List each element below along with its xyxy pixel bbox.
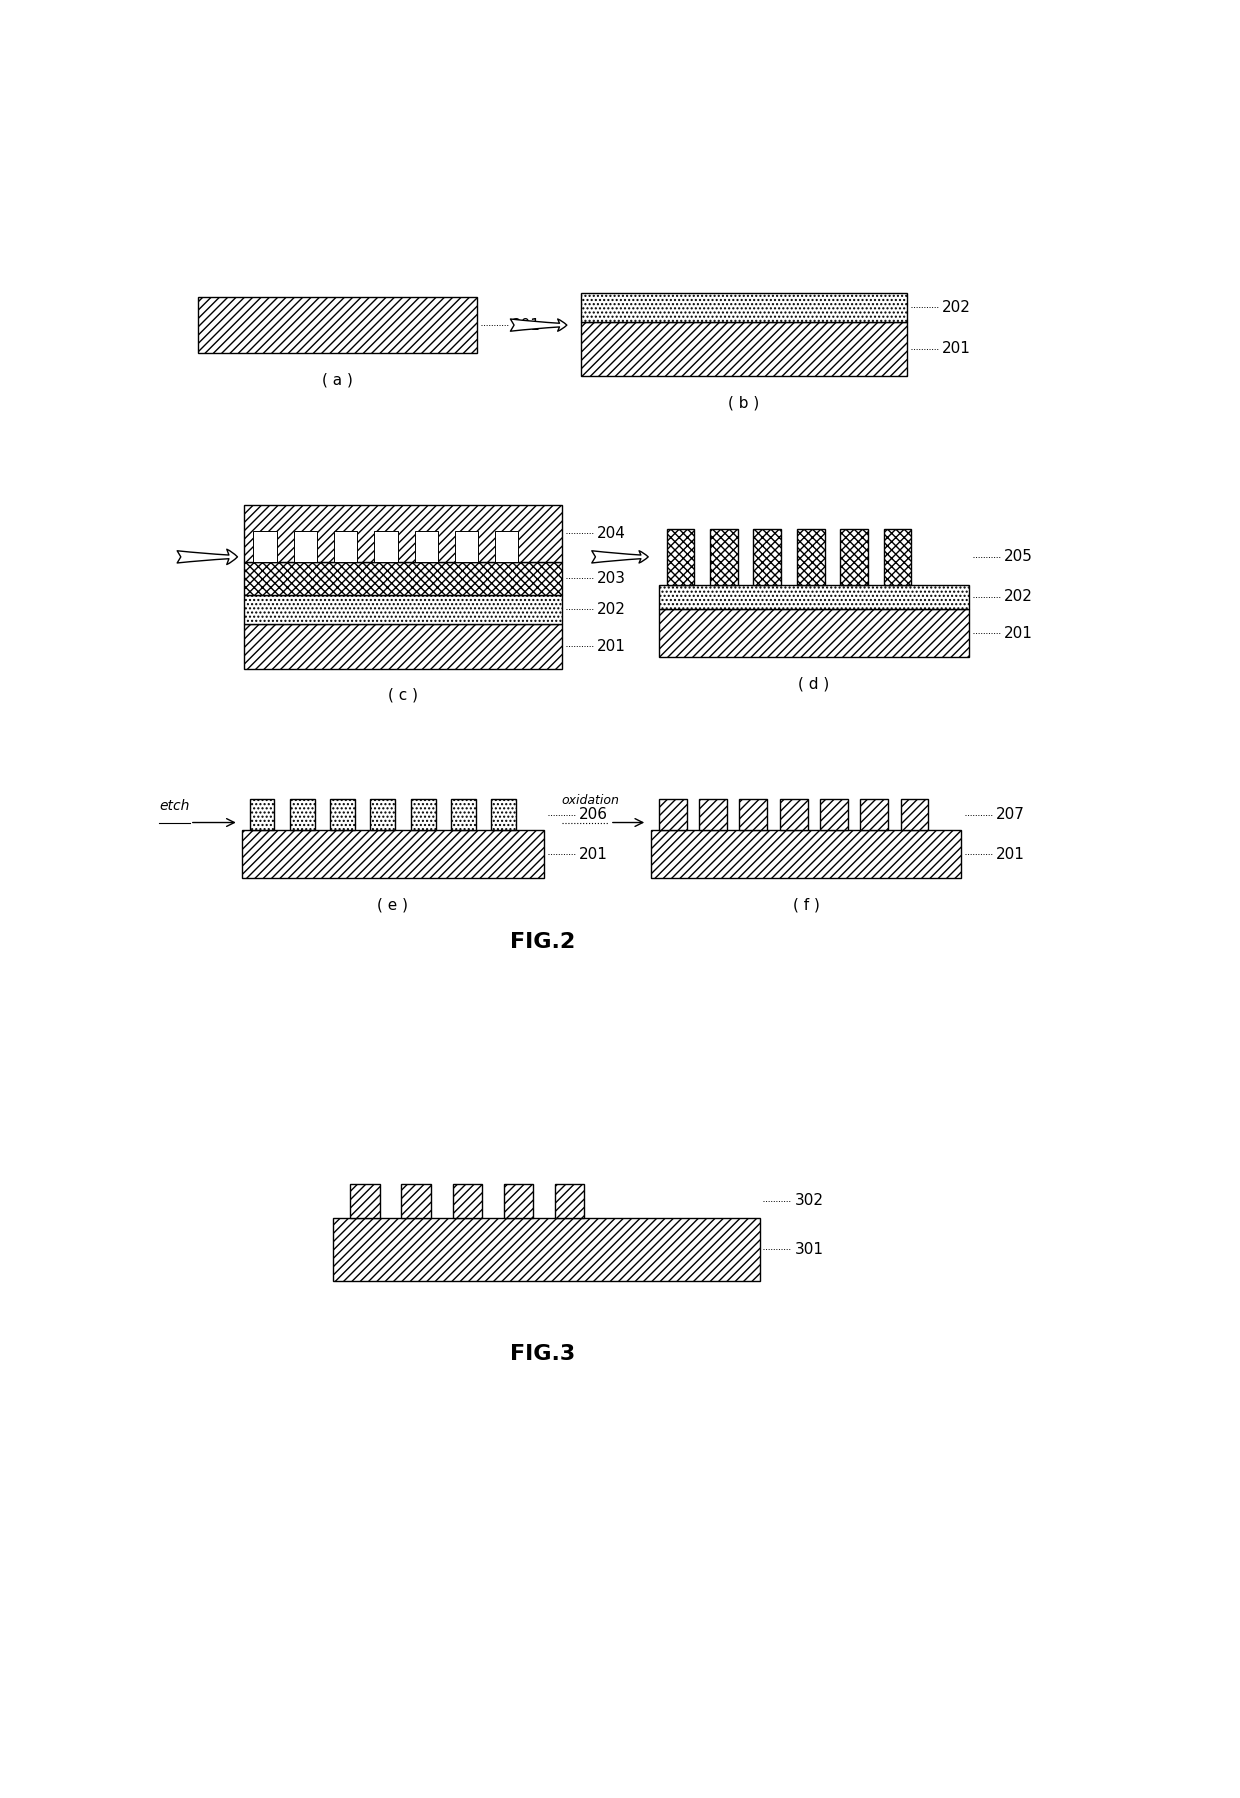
Bar bbox=[495, 532, 518, 563]
Bar bbox=[244, 624, 562, 669]
Text: etch: etch bbox=[159, 798, 190, 813]
Bar bbox=[249, 800, 274, 831]
Bar bbox=[294, 532, 317, 563]
Bar bbox=[780, 800, 807, 831]
Bar bbox=[861, 800, 888, 831]
Text: 201: 201 bbox=[512, 318, 541, 333]
Bar bbox=[330, 800, 355, 831]
Text: ( e ): ( e ) bbox=[377, 897, 408, 912]
Text: 201: 201 bbox=[1003, 626, 1033, 640]
Bar bbox=[491, 800, 516, 831]
Bar bbox=[900, 800, 929, 831]
Bar bbox=[244, 505, 562, 563]
Bar bbox=[582, 293, 906, 322]
Bar bbox=[556, 1183, 584, 1217]
Bar bbox=[841, 529, 868, 584]
Bar bbox=[455, 532, 479, 563]
Bar bbox=[334, 1217, 759, 1280]
Bar bbox=[796, 529, 825, 584]
Text: 204: 204 bbox=[596, 525, 626, 541]
Bar bbox=[451, 800, 476, 831]
Bar bbox=[658, 584, 968, 610]
Bar bbox=[699, 800, 727, 831]
Text: FIG.3: FIG.3 bbox=[510, 1343, 575, 1365]
Text: 302: 302 bbox=[795, 1194, 823, 1208]
Bar bbox=[253, 532, 277, 563]
Bar bbox=[414, 532, 438, 563]
Bar bbox=[658, 610, 968, 656]
Bar bbox=[244, 563, 562, 595]
Text: ( b ): ( b ) bbox=[728, 396, 760, 410]
Bar bbox=[290, 800, 315, 831]
Text: 206: 206 bbox=[579, 807, 608, 822]
Text: ( a ): ( a ) bbox=[321, 372, 352, 387]
Bar bbox=[651, 831, 961, 877]
Bar bbox=[739, 800, 768, 831]
Bar bbox=[410, 800, 435, 831]
Text: 203: 203 bbox=[596, 572, 626, 586]
Text: 202: 202 bbox=[596, 602, 626, 617]
Bar bbox=[582, 322, 906, 376]
Text: 201: 201 bbox=[579, 847, 608, 861]
Bar bbox=[244, 595, 562, 624]
Text: 301: 301 bbox=[795, 1242, 823, 1257]
Text: ( d ): ( d ) bbox=[799, 676, 830, 690]
Text: 201: 201 bbox=[596, 638, 626, 654]
Bar bbox=[883, 529, 911, 584]
Bar bbox=[334, 532, 357, 563]
Text: 207: 207 bbox=[996, 807, 1024, 822]
Text: ( c ): ( c ) bbox=[388, 689, 418, 703]
Bar bbox=[371, 800, 396, 831]
Text: oxidation: oxidation bbox=[562, 795, 620, 807]
Bar bbox=[753, 529, 781, 584]
Bar bbox=[242, 831, 544, 877]
Text: 205: 205 bbox=[1003, 550, 1033, 565]
Bar bbox=[197, 297, 476, 352]
Text: 201: 201 bbox=[996, 847, 1024, 861]
Text: FIG.2: FIG.2 bbox=[510, 931, 575, 951]
Bar bbox=[351, 1183, 379, 1217]
Bar bbox=[667, 529, 694, 584]
Bar bbox=[402, 1183, 432, 1217]
Text: ( f ): ( f ) bbox=[792, 897, 820, 912]
Bar bbox=[658, 800, 687, 831]
Bar bbox=[453, 1183, 482, 1217]
Text: 201: 201 bbox=[941, 342, 971, 356]
Bar bbox=[709, 529, 738, 584]
Text: 202: 202 bbox=[941, 300, 971, 315]
Bar bbox=[374, 532, 398, 563]
Bar bbox=[820, 800, 848, 831]
Text: 202: 202 bbox=[1003, 590, 1033, 604]
Bar bbox=[503, 1183, 533, 1217]
